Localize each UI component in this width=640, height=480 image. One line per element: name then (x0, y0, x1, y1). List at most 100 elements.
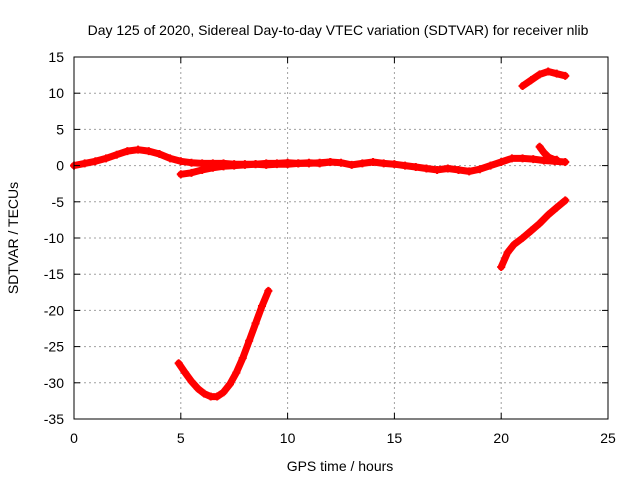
data-point (187, 158, 196, 167)
y-tick-label: 0 (56, 158, 64, 174)
data-point (251, 319, 260, 328)
series-upper-tail (518, 67, 570, 90)
data-point (527, 226, 536, 235)
data-point (510, 240, 519, 249)
data-point (443, 164, 452, 173)
data-point (213, 392, 222, 401)
series-falling-branch (535, 142, 561, 164)
x-tick-label: 25 (600, 430, 616, 446)
data-point (155, 150, 164, 159)
x-tick-label: 0 (70, 430, 78, 446)
data-point (465, 167, 474, 176)
data-point (507, 154, 516, 163)
series-rising-tail (497, 196, 570, 271)
data-point (503, 248, 512, 257)
data-point (80, 159, 89, 168)
data-point (544, 210, 553, 219)
x-tick-label: 10 (280, 430, 296, 446)
data-point (272, 160, 281, 169)
y-tick-label: -25 (44, 339, 64, 355)
data-point (187, 168, 196, 177)
data-point (369, 157, 378, 166)
x-axis-label: GPS time / hours (287, 458, 394, 474)
data-point (347, 160, 356, 169)
data-point (539, 148, 548, 157)
data-point (219, 388, 228, 397)
data-point (112, 150, 121, 159)
y-tick-label: 10 (48, 85, 64, 101)
data-point (294, 159, 303, 168)
y-tick-label: -30 (44, 375, 64, 391)
data-point (544, 67, 553, 76)
data-point (181, 368, 190, 377)
data-point (200, 389, 209, 398)
data-point (208, 163, 217, 172)
data-point (245, 336, 254, 345)
data-point (144, 147, 153, 156)
data-point (518, 154, 527, 163)
data-point (240, 160, 249, 169)
data-point (518, 234, 527, 242)
data-point (174, 359, 183, 368)
data-point (454, 165, 463, 174)
data-point (544, 152, 553, 161)
data-point (232, 368, 241, 377)
series-trace (497, 196, 569, 271)
series-dip-arc (174, 286, 273, 401)
data-point (411, 163, 420, 172)
data-point (304, 159, 313, 168)
data-point (358, 159, 367, 168)
data-point (433, 165, 442, 174)
data-point (238, 354, 247, 363)
data-point (264, 286, 273, 295)
data-point (390, 160, 399, 169)
data-point (529, 155, 538, 164)
data-marks (70, 67, 570, 401)
y-tick-label: 15 (48, 49, 64, 65)
data-point (561, 196, 570, 205)
data-point (561, 157, 570, 166)
data-point (535, 142, 544, 151)
data-point (219, 162, 228, 171)
y-tick-label: 5 (56, 121, 64, 137)
data-point (326, 157, 335, 166)
data-point (230, 161, 239, 170)
data-point (257, 302, 266, 311)
data-point (561, 71, 570, 80)
y-tick-label: -15 (44, 266, 64, 282)
data-point (123, 147, 132, 156)
x-tick-label: 20 (493, 430, 509, 446)
y-tick-label: -10 (44, 230, 64, 246)
x-tick-label: 15 (387, 430, 403, 446)
data-point (497, 157, 506, 166)
data-point (552, 69, 561, 78)
data-point (315, 158, 324, 167)
data-point (187, 377, 196, 386)
data-point (251, 160, 260, 169)
data-point (166, 154, 175, 163)
data-point (176, 170, 185, 179)
series-offset-track (176, 157, 335, 179)
data-point (518, 81, 527, 90)
data-point (134, 145, 143, 154)
data-point (337, 158, 345, 167)
data-point (176, 157, 185, 166)
data-point (225, 380, 234, 389)
y-tick-label: -20 (44, 302, 64, 318)
y-tick-label: -35 (44, 411, 64, 427)
y-tick-label: -5 (52, 194, 65, 210)
data-point (283, 160, 292, 169)
data-point (262, 160, 271, 169)
y-axis-label: SDTVAR / TECUs (5, 182, 21, 294)
data-point (379, 159, 388, 168)
data-point (422, 164, 431, 173)
data-point (401, 161, 410, 170)
data-point (497, 262, 506, 271)
data-point (486, 161, 495, 170)
data-point (552, 155, 561, 164)
data-point (535, 70, 544, 79)
data-point (198, 165, 207, 174)
data-point (102, 154, 111, 163)
chart-title: Day 125 of 2020, Sidereal Day-to-day VTE… (88, 22, 589, 38)
